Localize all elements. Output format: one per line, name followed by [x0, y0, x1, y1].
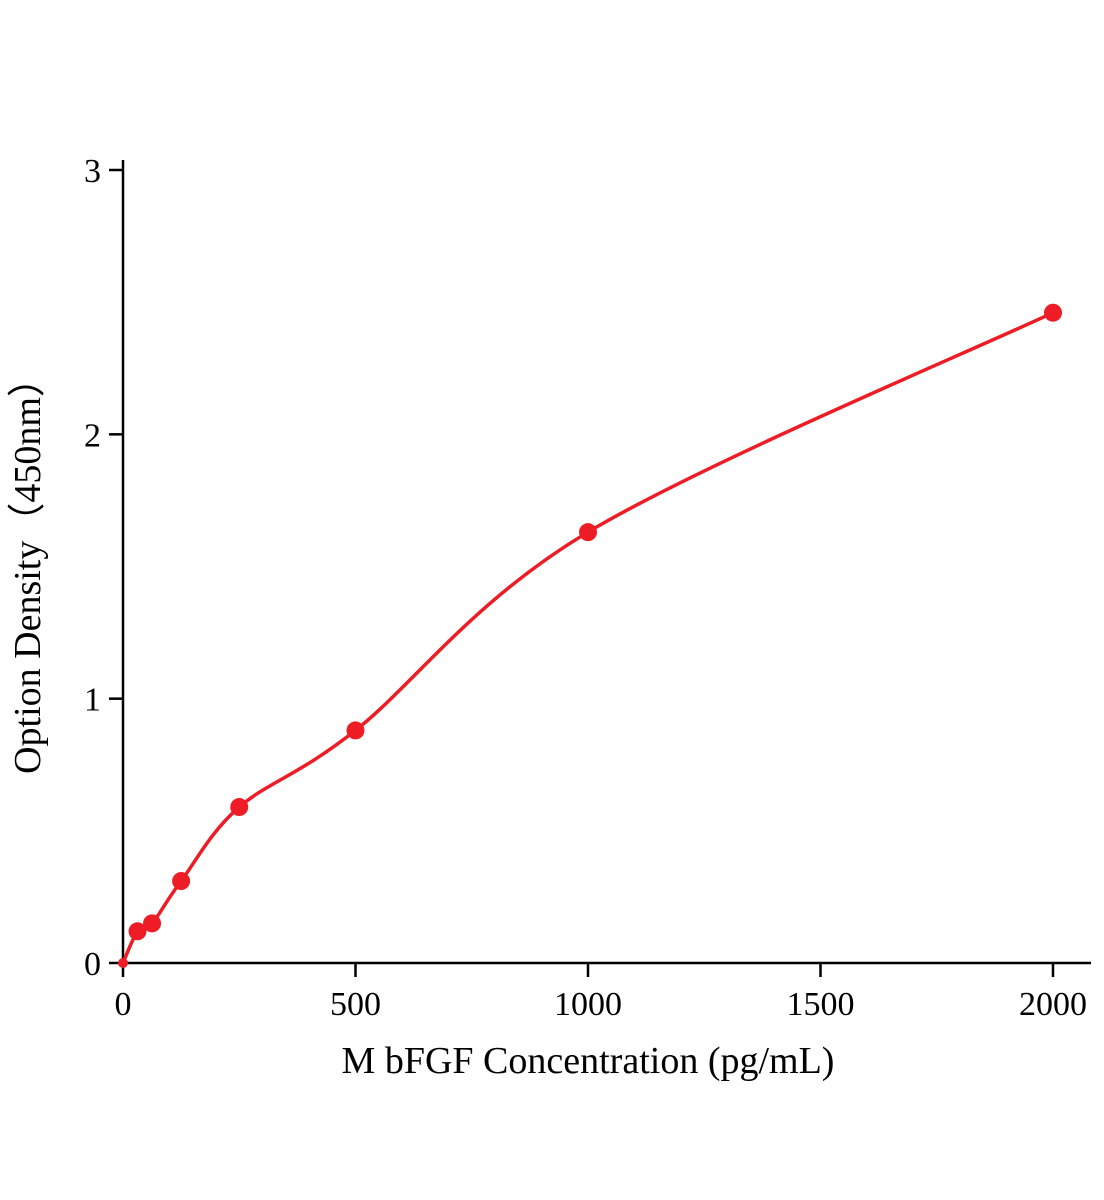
x-tick-label: 1500 — [787, 986, 855, 1023]
y-axis-label: Option Density（450nm） — [7, 359, 49, 774]
y-tick-label: 1 — [84, 682, 101, 719]
data-point — [346, 721, 365, 740]
x-tick-label: 1000 — [554, 986, 622, 1023]
y-tick-label: 3 — [84, 153, 101, 190]
data-point — [172, 872, 191, 891]
x-tick-label: 500 — [330, 986, 381, 1023]
data-point — [118, 958, 128, 968]
y-tick-label: 2 — [84, 417, 101, 454]
y-tick-label: 0 — [84, 946, 101, 983]
data-point — [1044, 303, 1062, 322]
data-point — [128, 922, 147, 941]
x-tick-label: 2000 — [1019, 986, 1087, 1023]
data-point — [579, 523, 597, 542]
x-axis-label: M bFGF Concentration (pg/mL) — [342, 1040, 835, 1082]
data-point — [143, 914, 162, 933]
data-point — [230, 798, 249, 817]
x-tick-label: 0 — [115, 986, 132, 1023]
curve-line — [121, 310, 1055, 965]
